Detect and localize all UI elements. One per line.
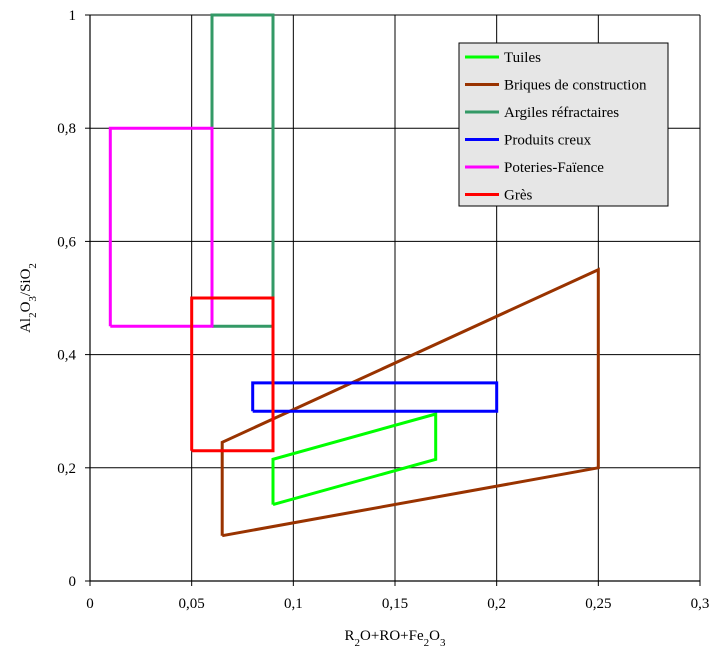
y-tick-label: 0,2 — [57, 461, 76, 477]
series-line — [271, 412, 438, 507]
x-tick-label: 0,2 — [487, 596, 506, 612]
series-line — [220, 267, 600, 538]
x-tick-label: 0,1 — [284, 596, 303, 612]
x-tick-label: 0 — [86, 596, 94, 612]
series-line — [210, 13, 275, 328]
legend-label: Briques de construction — [504, 78, 647, 94]
x-tick-label: 0,15 — [382, 596, 408, 612]
y-tick-label: 1 — [69, 8, 77, 24]
y-axis-title: Al2O3/SiO2 — [18, 263, 39, 333]
axes — [85, 14, 701, 586]
series-layer — [108, 13, 600, 538]
y-tick-label: 0 — [69, 574, 77, 590]
legend-box — [458, 42, 669, 207]
y-tick-label: 0,4 — [57, 348, 76, 364]
x-tick-label: 0,25 — [585, 596, 611, 612]
series-line — [251, 381, 499, 413]
x-tick-label: 0,05 — [179, 596, 205, 612]
x-tick-label: 0,3 — [691, 596, 710, 612]
x-axis-title: R2O+RO+Fe2O3 — [345, 628, 446, 649]
y-tick-label: 0,6 — [57, 234, 76, 250]
series-line — [190, 296, 275, 453]
legend-label: Argiles réfractaires — [504, 105, 619, 121]
legend: Tuiles Briques de construction Argiles réf… — [458, 42, 669, 207]
legend-label: Tuiles — [504, 50, 541, 66]
tick-labels: 0 0,05 0,1 0,15 0,2 0,25 0,3 0 0,2 0,4 0,6 0,8 1 — [57, 8, 709, 612]
legend-label: Poteries-Faïence — [504, 160, 604, 176]
legend-label: Grès — [504, 188, 532, 204]
y-tick-label: 0,8 — [57, 121, 76, 137]
series-line — [108, 126, 214, 328]
legend-label: Produits creux — [504, 133, 592, 149]
